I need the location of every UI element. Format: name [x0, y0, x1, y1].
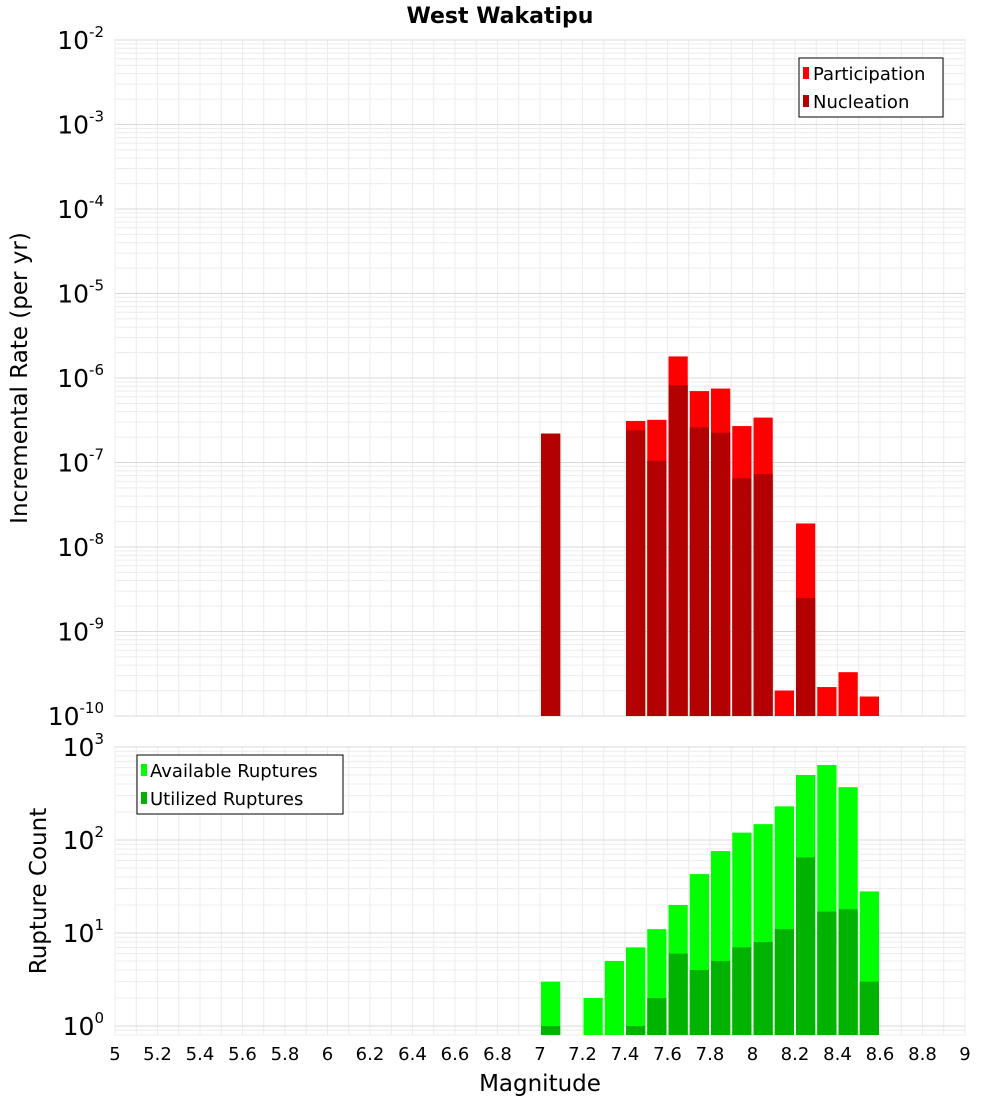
bottom-y-axis-label: Rupture Count	[26, 808, 52, 974]
top-legend-box	[798, 57, 944, 118]
top-y-tick-labels: 10-2 10-3 10-4 10-5 10-6 10-7 10-8 10-9 10-10	[48, 23, 104, 731]
bar-nucleation	[626, 430, 646, 716]
x-tick-label: 6.6	[441, 1044, 470, 1065]
top-y-tick-label: 10-5	[57, 277, 104, 309]
legend-swatch-participation	[803, 67, 809, 79]
bottom-y-tick-label: 102	[63, 823, 104, 855]
legend-swatch-utilized-ruptures	[141, 792, 147, 804]
x-tick-label: 5.2	[143, 1044, 172, 1065]
bottom-y-tick-label: 103	[63, 730, 104, 762]
x-tick-label: 5	[109, 1044, 120, 1065]
bar-participation	[817, 687, 837, 716]
legend-swatch-nucleation	[803, 95, 809, 107]
chart-title: West Wakatipu	[407, 4, 594, 29]
top-y-tick-label: 10-8	[57, 530, 104, 562]
top-y-tick-label: 10-6	[57, 361, 104, 393]
bar-nucleation	[689, 427, 709, 716]
x-tick-label: 5.6	[228, 1044, 257, 1065]
bar-available-ruptures	[626, 947, 646, 1035]
legend-label-nucleation: Nucleation	[813, 92, 909, 113]
top-panel: 10-2 10-3 10-4 10-5 10-6 10-7 10-8 10-9 10-10 In…	[7, 23, 966, 731]
x-tick-label: 5.8	[271, 1044, 300, 1065]
bottom-y-tick-label: 101	[63, 916, 104, 948]
bar-nucleation	[647, 460, 667, 716]
x-tick-label: 6.4	[398, 1044, 427, 1065]
bar-utilized-ruptures	[817, 911, 837, 1035]
bar-participation	[838, 672, 858, 716]
bar-nucleation	[541, 433, 561, 716]
bar-nucleation	[732, 478, 752, 716]
top-gridlines	[114, 39, 966, 717]
bar-utilized-ruptures	[753, 942, 773, 1035]
x-tick-label: 7.6	[653, 1044, 682, 1065]
bar-utilized-ruptures	[689, 969, 709, 1035]
bottom-bars	[541, 765, 879, 1035]
bar-utilized-ruptures	[647, 997, 667, 1035]
bottom-y-tick-labels: 103 102 101 100	[63, 730, 104, 1041]
legend-label-utilized-ruptures: Utilized Ruptures	[150, 789, 303, 810]
legend-label-participation: Participation	[813, 64, 925, 85]
bar-utilized-ruptures	[626, 1025, 646, 1035]
x-tick-label: 8.6	[866, 1044, 895, 1065]
x-tick-label: 8.8	[908, 1044, 937, 1065]
bar-participation	[859, 696, 879, 716]
x-tick-label: 5.4	[186, 1044, 215, 1065]
bar-available-ruptures	[604, 960, 624, 1035]
x-axis-label: Magnitude	[479, 1071, 601, 1097]
x-tick-label: 8	[747, 1044, 758, 1065]
bottom-legend-box	[136, 754, 344, 815]
top-y-tick-label: 10-7	[57, 446, 104, 478]
x-tick-label: 8.2	[781, 1044, 810, 1065]
top-bars	[541, 356, 879, 716]
bar-utilized-ruptures	[541, 1025, 561, 1035]
x-tick-label: 6.2	[356, 1044, 385, 1065]
bottom-y-tick-label: 100	[63, 1009, 104, 1041]
bar-nucleation	[668, 385, 688, 716]
legend-swatch-available-ruptures	[141, 764, 147, 776]
bar-utilized-ruptures	[859, 981, 879, 1035]
bar-utilized-ruptures	[796, 857, 816, 1035]
top-y-tick-label: 10-2	[57, 23, 104, 55]
bar-available-ruptures	[583, 997, 603, 1035]
top-y-axis-label: Incremental Rate (per yr)	[7, 232, 33, 524]
bar-available-ruptures	[541, 981, 561, 1035]
bottom-legend: Available Ruptures Utilized Ruptures	[136, 754, 344, 815]
bar-utilized-ruptures	[838, 909, 858, 1035]
bar-nucleation	[796, 597, 816, 716]
x-tick-labels: 5 5.2 5.4 5.6 5.8 6 6.2 6.4 6.6 6.8 7 7.2 7.4 7.6 7.8 8…	[109, 1044, 970, 1065]
x-tick-label: 8.4	[823, 1044, 852, 1065]
top-y-tick-label: 10-10	[48, 699, 104, 731]
top-y-tick-label: 10-4	[57, 192, 104, 224]
bar-participation	[774, 690, 794, 716]
x-tick-label: 7.4	[611, 1044, 640, 1065]
bar-utilized-ruptures	[711, 960, 731, 1035]
x-tick-label: 7.8	[696, 1044, 725, 1065]
bar-nucleation	[711, 432, 731, 716]
x-tick-label: 7.2	[568, 1044, 597, 1065]
x-tick-label: 7	[534, 1044, 545, 1065]
top-y-tick-label: 10-3	[57, 108, 104, 140]
bar-utilized-ruptures	[774, 929, 794, 1035]
bottom-panel: 103 102 101 100 5 5.2 5.4 5.6 5.8 6 6.2 6.4 6.6 6.8 7…	[26, 730, 971, 1097]
legend-label-available-ruptures: Available Ruptures	[150, 761, 318, 782]
x-tick-label: 6.8	[483, 1044, 512, 1065]
x-tick-label: 6	[322, 1044, 333, 1065]
x-tick-label: 9	[959, 1044, 970, 1065]
top-y-tick-label: 10-9	[57, 615, 104, 647]
bar-utilized-ruptures	[732, 947, 752, 1035]
top-legend: Participation Nucleation	[798, 57, 944, 118]
bar-utilized-ruptures	[668, 953, 688, 1035]
bar-nucleation	[753, 474, 773, 716]
